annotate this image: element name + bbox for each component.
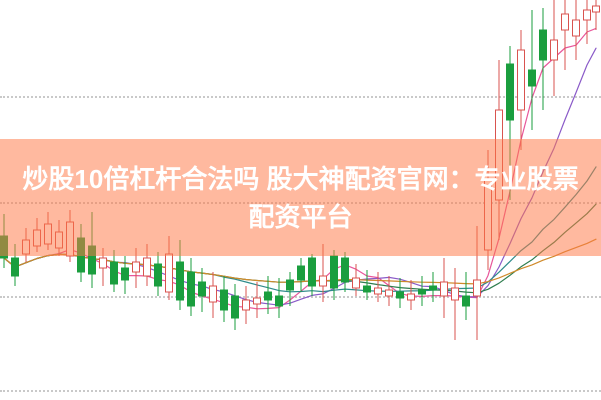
candlestick-series	[0, 0, 600, 340]
gridline-1	[0, 96, 601, 98]
gridline-4	[0, 390, 601, 392]
gridline-3	[0, 296, 601, 298]
